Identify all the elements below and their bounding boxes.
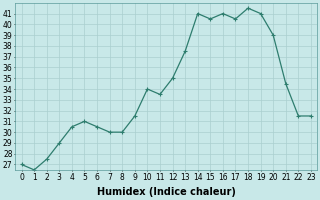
X-axis label: Humidex (Indice chaleur): Humidex (Indice chaleur) xyxy=(97,187,236,197)
